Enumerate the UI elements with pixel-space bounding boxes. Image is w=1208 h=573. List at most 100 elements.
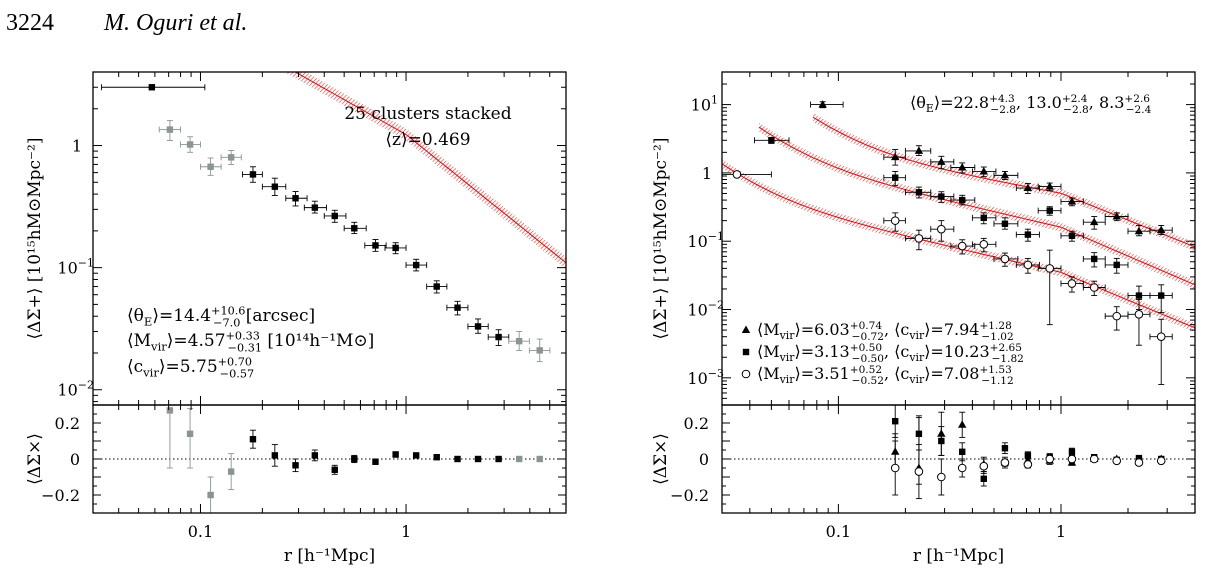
cross-point-black [311, 452, 319, 459]
data-point-square [938, 193, 945, 200]
y-tick-label: 10−2 [57, 379, 94, 400]
data-point-square [1113, 261, 1120, 269]
cross-point-circle [1089, 454, 1099, 464]
cross-point-black [495, 455, 502, 463]
y-tick-label: 1 [702, 164, 712, 183]
legend-marker-circle [741, 369, 751, 379]
cross-point-gray [207, 491, 214, 499]
data-point-square [1091, 255, 1098, 263]
model-curve-0 [812, 116, 1195, 248]
y-axis-label-top: ⟨ΔΣ+⟩ [10¹⁵hM⊙Mpc⁻²] [25, 138, 45, 340]
model-curve-0 [294, 72, 566, 264]
data-point-triangle [891, 152, 900, 161]
legend-marker-triangle [741, 325, 751, 333]
model-curve-2 [722, 163, 1195, 329]
y-tick-label: 10−1 [57, 257, 94, 278]
cross-point-black [271, 452, 279, 459]
cross-point-gray [186, 430, 194, 437]
data-point-circle [1067, 279, 1077, 288]
y-tick-label: 1 [72, 137, 82, 156]
data-point-triangle [1134, 226, 1144, 235]
data-point-square [768, 137, 775, 144]
model-band-1 [759, 122, 1195, 290]
cross-point-square [959, 448, 966, 455]
author-line: M. Oguri et al. [104, 10, 248, 36]
cross-point-square [892, 418, 899, 425]
y-tick-label: 101 [691, 94, 718, 115]
data-point-triangle [1023, 183, 1033, 192]
data-point-triangle [979, 166, 988, 175]
data-point-triangle [1067, 197, 1077, 205]
cross-point-black [292, 462, 299, 469]
data-point-circle [1112, 311, 1122, 321]
data-point-square [1024, 231, 1032, 238]
cross-point-black [331, 466, 338, 473]
cross-point-circle [1023, 460, 1033, 469]
data-point-square [1068, 232, 1076, 239]
data-point-black [495, 333, 502, 341]
cross-point-triangle [958, 420, 967, 428]
data-point-black [454, 304, 461, 311]
data-point-circle [1156, 332, 1166, 341]
data-point-circle [1000, 254, 1010, 264]
x-tick-label: 1 [401, 522, 411, 541]
data-point-black [392, 244, 399, 252]
data-point-triangle [914, 146, 924, 154]
data-point-square [892, 174, 899, 181]
y-tick-label-bottom: 0 [699, 450, 709, 469]
legend-entry-triangle: ⟨Mvir​⟩=6.03+0.74−0.72​, ⟨cvir​⟩=7.94+1.… [757, 320, 1014, 343]
cross-point-black [454, 455, 461, 463]
model-curve-1 [758, 126, 1195, 286]
y-tick-label-bottom: 0.2 [55, 414, 80, 433]
cross-point-circle [1045, 454, 1055, 464]
data-point-circle [957, 241, 967, 251]
legend-marker-square [742, 348, 750, 356]
cross-point-gray [166, 407, 174, 414]
data-point-triangle [1157, 225, 1166, 234]
data-point-triangle [937, 157, 946, 165]
cross-point-circle [1112, 456, 1122, 466]
data-point-triangle [958, 162, 967, 171]
cross-point-black [474, 455, 482, 463]
cross-point-gray [515, 455, 523, 463]
data-point-triangle [1112, 211, 1121, 220]
cross-point-gray [227, 468, 235, 475]
left-panel: 10−2 10−1 1 ⟨ΔΣ+⟩ [10¹⁵hM⊙Mpc⁻²] 25 clusters… [25, 71, 567, 566]
cross-point-black [249, 436, 257, 443]
data-point-black [412, 261, 420, 269]
data-point-black [433, 283, 440, 290]
data-point-circle [937, 224, 946, 234]
data-point-triangle [1000, 170, 1010, 179]
data-point-black [331, 212, 338, 220]
y-axis-label-top: ⟨ΔΣ+⟩ [10¹⁵hM⊙Mpc⁻²] [651, 138, 671, 340]
data-point-circle [1089, 283, 1099, 292]
cross-point-circle [1134, 458, 1144, 467]
cross-point-circle [979, 461, 989, 471]
data-point-square [1158, 292, 1165, 299]
cross-point-circle [1156, 456, 1166, 466]
y-tick-label: 10−2 [687, 299, 724, 320]
data-point-triangle [818, 100, 827, 108]
data-point-square [959, 196, 966, 204]
cross-point-square [1001, 445, 1009, 452]
cross-point-circle [937, 472, 946, 482]
cross-point-gray [536, 455, 543, 463]
y-tick-label-bottom: −0.2 [670, 486, 709, 505]
page-header: 3224 M. Oguri et al. [0, 6, 600, 40]
data-point-black [271, 183, 279, 190]
data-point-square [915, 189, 923, 196]
data-point-black [351, 225, 358, 232]
cross-point-circle [1067, 454, 1077, 464]
cross-point-circle [890, 463, 900, 473]
cross-point-black [372, 458, 379, 465]
data-point-square [1001, 220, 1009, 227]
data-point-gray [227, 154, 235, 161]
data-point-black [292, 195, 299, 202]
data-point-circle [1023, 260, 1033, 270]
annotation-cvir: ⟨cvir​⟩=5.75+0.70−0.57​ [127, 356, 254, 381]
data-point-black [372, 242, 379, 249]
data-point-circle [1134, 310, 1144, 319]
cross-point-circle [914, 467, 924, 476]
data-point-square [1135, 292, 1143, 299]
